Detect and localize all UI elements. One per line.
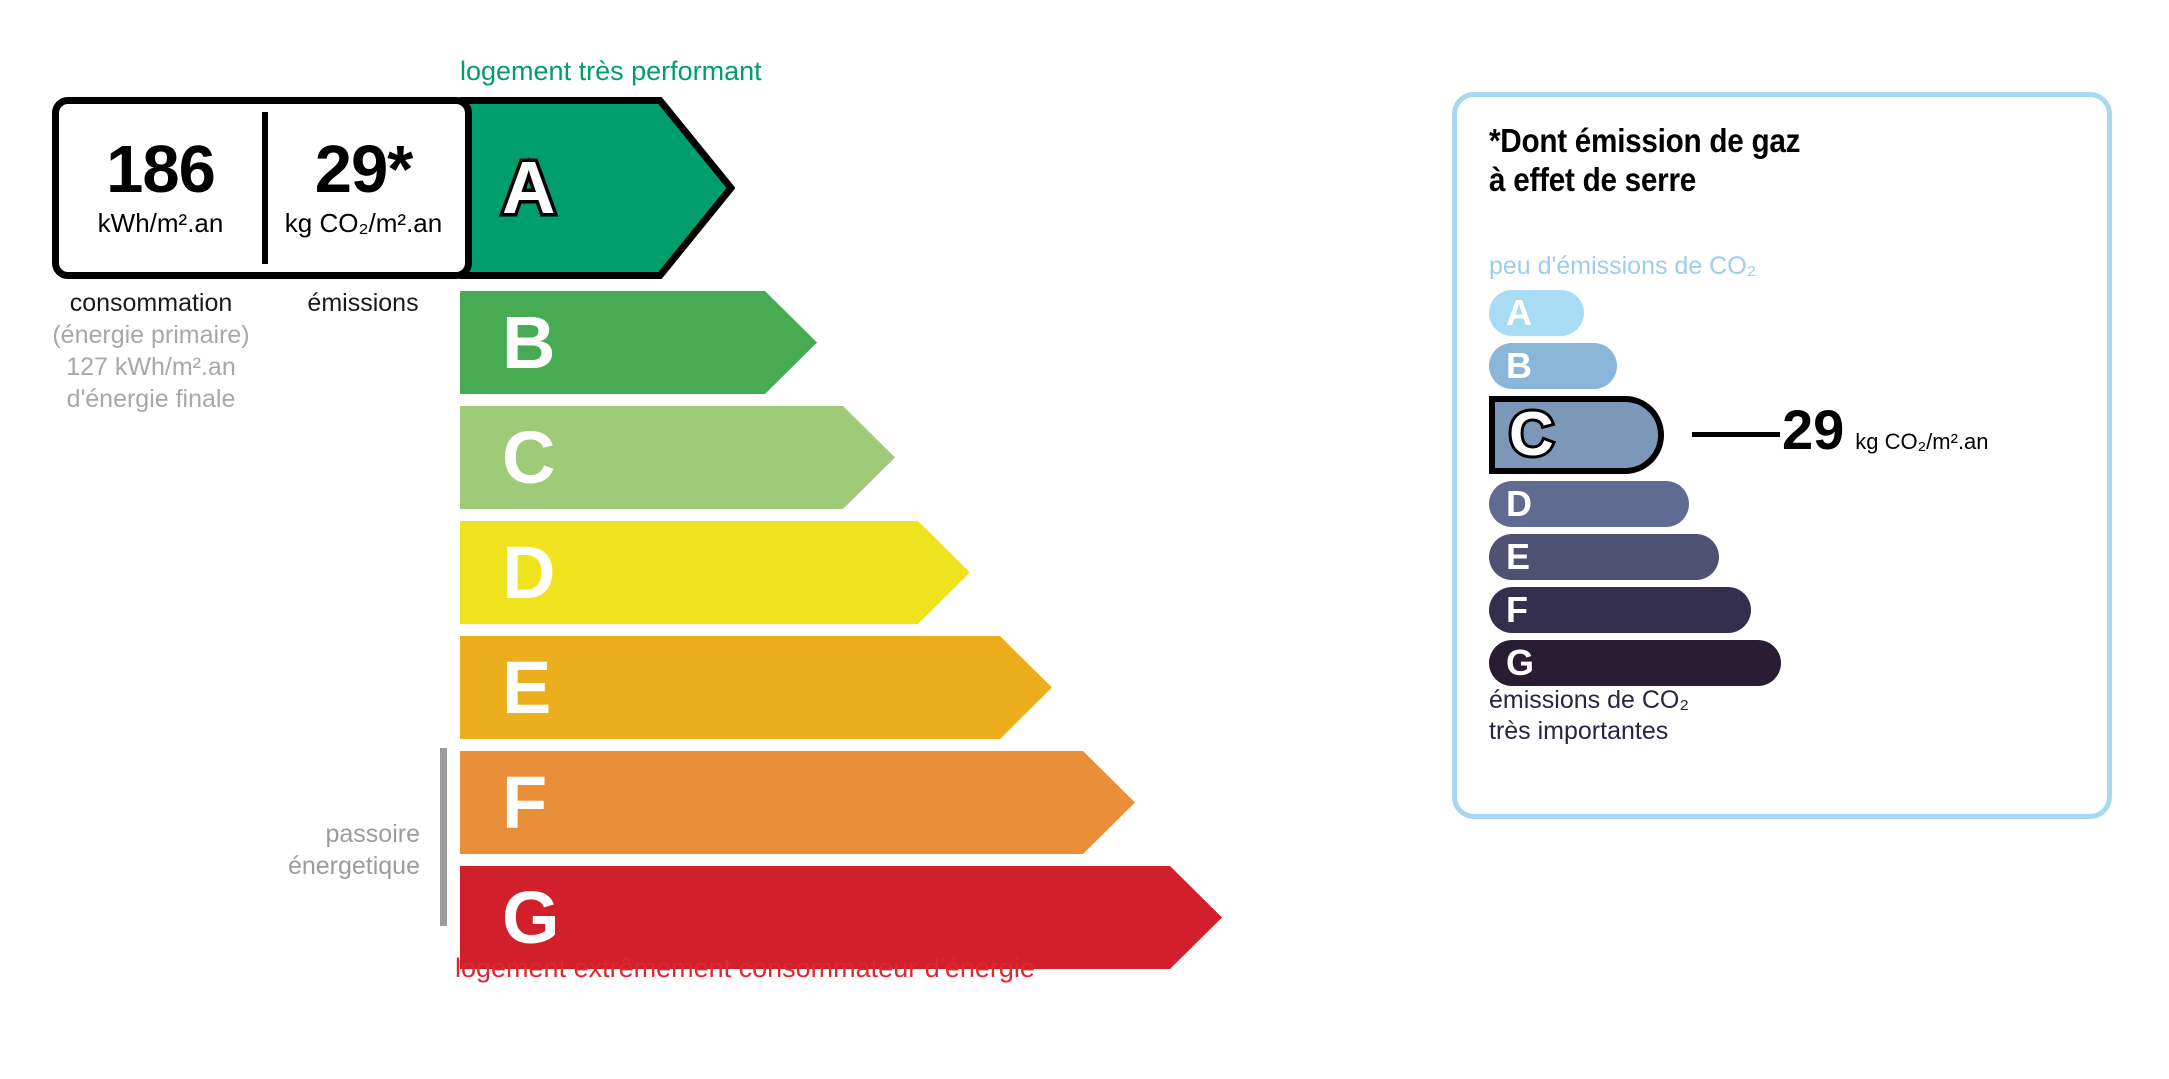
energy-band-a-arrow <box>460 97 735 279</box>
co2-band-f[interactable]: F <box>1489 587 1781 633</box>
energy-band-f[interactable]: F <box>460 751 1225 854</box>
energy-band-b-arrow <box>460 291 817 394</box>
energy-value-box: 186 kWh/m².an 29* kg CO₂/m².an <box>52 97 472 279</box>
co2-value-number: 29 <box>1782 398 1845 461</box>
co2-panel-title-line-1: *Dont émission de gaz <box>1489 122 1801 159</box>
co2-value-connector-line <box>1692 432 1780 437</box>
energy-band-d-arrow <box>460 521 970 624</box>
co2-band-d[interactable]: D <box>1489 481 1781 527</box>
consumption-caption: consommation (énergie primaire) 127 kWh/… <box>36 287 266 415</box>
co2-panel-title-line-2: à effet de serre <box>1489 160 1696 198</box>
co2-top-annotation: peu d'émissions de CO₂ <box>1489 252 1757 280</box>
energy-band-b[interactable]: B <box>460 291 1225 394</box>
co2-bottom-annotation: émissions de CO₂ très importantes <box>1489 685 1689 748</box>
co2-band-a-letter: A <box>1506 292 1532 333</box>
passoire-line-1: passoire <box>325 820 421 848</box>
passoire-marker-bar <box>440 748 447 926</box>
passoire-line-2: énergetique <box>287 852 420 880</box>
co2-band-b[interactable]: B <box>1489 343 1781 389</box>
emissions-value-cell: 29* kg CO₂/m².an <box>262 104 465 272</box>
co2-band-f-letter: F <box>1506 589 1528 630</box>
emissions-caption-title: émissions <box>307 289 419 317</box>
co2-band-d-bar: D <box>1489 481 1689 527</box>
co2-band-d-letter: D <box>1506 483 1532 524</box>
co2-band-e[interactable]: E <box>1489 534 1781 580</box>
co2-emissions-panel: *Dont émission de gaz à effet de serre p… <box>1452 92 2112 819</box>
energy-band-e-arrow <box>460 636 1052 739</box>
co2-band-g-letter: G <box>1506 642 1535 683</box>
scale-top-annotation: logement très performant <box>460 56 762 86</box>
energy-band-f-arrow <box>460 751 1135 854</box>
energy-band-c[interactable]: C <box>460 406 1225 509</box>
co2-band-e-bar: E <box>1489 534 1719 580</box>
consumption-caption-final-value: 127 kWh/m².an <box>66 353 236 381</box>
consumption-value: 186 <box>106 132 216 208</box>
co2-band-b-bar: B <box>1489 343 1617 389</box>
co2-band-b-letter: B <box>1506 345 1532 386</box>
co2-band-c-bar: C <box>1489 396 1664 474</box>
emissions-unit: kg CO₂/m².an <box>284 207 443 238</box>
co2-band-a-bar: A <box>1489 290 1584 336</box>
co2-selected-value: 29 kg CO₂/m².an <box>1782 402 1989 458</box>
co2-band-a[interactable]: A <box>1489 290 1781 336</box>
passoire-marker-label: passoire énergetique <box>180 818 420 882</box>
energy-band-d[interactable]: D <box>460 521 1225 624</box>
co2-band-f-bar: F <box>1489 587 1751 633</box>
consumption-caption-primary: (énergie primaire) <box>52 321 250 349</box>
energy-performance-scale: 186 kWh/m².an 29* kg CO₂/m².an consommat… <box>36 56 1225 983</box>
energy-band-list: A B C D E <box>460 97 1225 981</box>
co2-band-c-letter: C <box>1506 400 1557 469</box>
co2-panel-title: *Dont émission de gaz à effet de serre <box>1489 122 1800 200</box>
co2-band-g[interactable]: G <box>1489 640 1781 686</box>
energy-band-c-arrow <box>460 406 895 509</box>
scale-bottom-annotation: logement extrêmement consommateur d'éner… <box>455 953 1035 983</box>
co2-bottom-annotation-line-1: émissions de CO₂ <box>1489 686 1690 714</box>
co2-band-c[interactable]: C <box>1489 396 1781 474</box>
consumption-value-cell: 186 kWh/m².an <box>59 104 262 272</box>
co2-band-g-bar: G <box>1489 640 1781 686</box>
emissions-value: 29* <box>314 132 414 208</box>
energy-band-e[interactable]: E <box>460 636 1225 739</box>
co2-band-e-letter: E <box>1506 536 1531 577</box>
consumption-unit: kWh/m².an <box>97 207 224 238</box>
co2-bottom-annotation-line-2: très importantes <box>1489 717 1669 746</box>
energy-band-a[interactable]: A <box>460 97 1225 279</box>
consumption-caption-title: consommation <box>69 289 233 317</box>
energy-band-g-arrow <box>460 866 1222 969</box>
co2-value-unit: kg CO₂/m².an <box>1855 429 1989 454</box>
co2-band-list: A B C D E F <box>1489 290 1781 693</box>
emissions-caption: émissions <box>268 287 458 319</box>
consumption-caption-final-label: d'énergie finale <box>66 385 236 413</box>
